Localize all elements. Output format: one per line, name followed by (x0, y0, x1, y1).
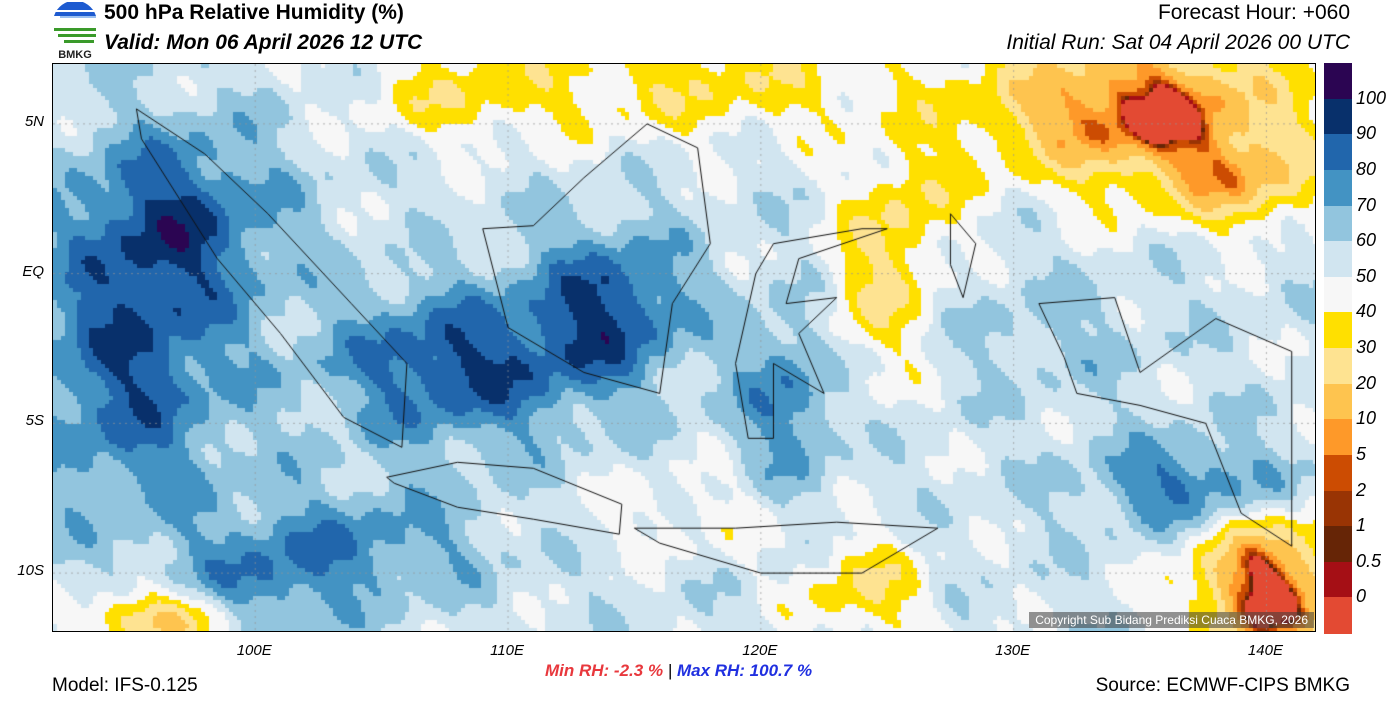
colorbar-label: 80 (1356, 158, 1377, 179)
colorbar-segment (1324, 490, 1352, 527)
colorbar-label: 100 (1356, 87, 1387, 108)
colorbar-segment (1324, 276, 1352, 313)
humidity-field (53, 64, 1315, 631)
lat-label: 5S (25, 412, 44, 430)
colorbar-segment (1324, 419, 1352, 456)
copyright-notice: Copyright Sub Bidang Prediksi Cuaca BMKG… (1029, 612, 1314, 628)
colorbar-label: 60 (1356, 230, 1377, 251)
source-label: Source: ECMWF-CIPS BMKG (1095, 675, 1350, 696)
colorbar-label: 2 (1356, 479, 1367, 500)
initial-run: Initial Run: Sat 04 April 2026 00 UTC (1006, 31, 1350, 54)
colorbar-segment (1324, 383, 1352, 420)
colorbar-label: 1 (1356, 515, 1367, 536)
colorbar-segment (1324, 98, 1352, 135)
lon-label: 140E (1247, 642, 1283, 659)
humidity-map[interactable] (52, 63, 1316, 632)
lat-label: 10S (17, 562, 44, 580)
colorbar-segment (1324, 205, 1352, 242)
colorbar-label: 30 (1356, 337, 1377, 357)
lon-label: 130E (995, 642, 1031, 659)
colorbar-label: 50 (1356, 265, 1377, 286)
lon-label: 110E (490, 642, 524, 659)
colorbar-segment (1324, 454, 1352, 491)
max-rh: Max RH: 100.7 % (676, 661, 813, 680)
colorbar-label: 0.5 (1356, 550, 1382, 571)
colorbar-label: 90 (1356, 123, 1377, 144)
colorbar-segment (1324, 348, 1352, 385)
colorbar-label: 20 (1356, 372, 1377, 393)
colorbar-label: 5 (1356, 443, 1367, 464)
lat-label: EQ (22, 262, 44, 280)
colorbar-label: 10 (1356, 408, 1377, 429)
colorbar-segment (1324, 134, 1352, 171)
colorbar-label: 0 (1356, 586, 1367, 607)
lon-label: 100E (236, 642, 272, 659)
colorbar-label: 40 (1356, 301, 1377, 322)
min-rh: Min RH: -2.3 % (545, 661, 664, 680)
colorbar (1324, 63, 1352, 634)
valid-time: Valid: Mon 06 April 2026 12 UTC (104, 31, 423, 54)
colorbar-segment (1324, 241, 1352, 278)
colorbar-segment (1324, 597, 1352, 634)
min-max-summary: Min RH: -2.3 % | Max RH: 100.7 % (545, 661, 812, 681)
colorbar-segment (1324, 169, 1352, 206)
map-title: 500 hPa Relative Humidity (%) (104, 1, 404, 24)
bmkg-logo: BMKG (50, 0, 100, 61)
colorbar-segment (1324, 561, 1352, 598)
svg-text:BMKG: BMKG (58, 49, 92, 60)
colorbar-label: 70 (1356, 194, 1377, 215)
separator: | (667, 661, 673, 680)
colorbar-segment (1324, 63, 1352, 100)
colorbar-segment (1324, 312, 1352, 349)
lon-label: 120E (742, 642, 778, 659)
forecast-hour: Forecast Hour: +060 (1157, 1, 1350, 24)
colorbar-segment (1324, 526, 1352, 563)
lat-label: 5N (24, 112, 44, 130)
model-label: Model: IFS-0.125 (52, 675, 198, 696)
